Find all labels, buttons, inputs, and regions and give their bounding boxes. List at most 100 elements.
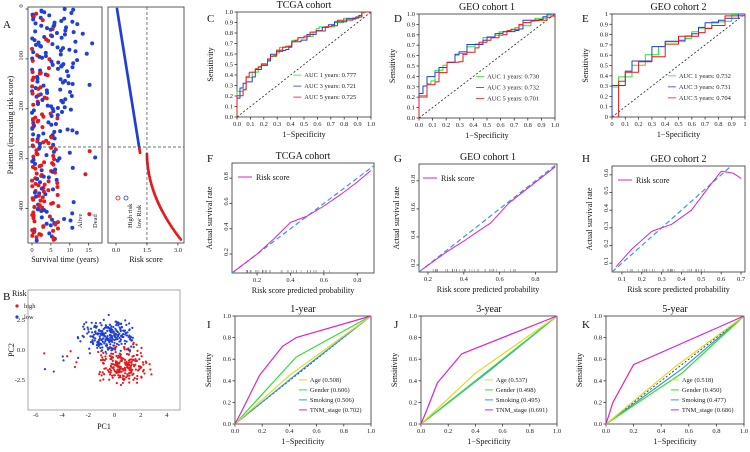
pca-low-point: [98, 337, 101, 340]
alive-patient-dot: [60, 80, 65, 85]
x-tick-label: 3.0: [174, 247, 182, 254]
alive-patient-dot: [33, 161, 38, 166]
dead-patient-dot: [30, 91, 35, 96]
alive-patient-dot: [70, 19, 75, 24]
x-tick-label: 1.0: [367, 428, 375, 435]
x-tick-label: 0: [610, 121, 613, 128]
roc-curve-gender: [605, 315, 745, 425]
x-axis-label: PC1: [97, 422, 111, 431]
legend-label: AUC 1 years: 0.777: [304, 72, 357, 79]
dead-patient-dot: [40, 125, 45, 130]
pca-low-point: [83, 322, 86, 326]
dead-patient-dot: [46, 141, 51, 146]
y-axis-label: Sensitivity: [575, 353, 584, 387]
dead-patient-dot: [36, 86, 41, 91]
pca-high-point: [107, 370, 110, 373]
dead-patient-dot: [40, 18, 45, 23]
plot-frame-B: [27, 289, 181, 411]
pca-high-point: [98, 373, 101, 376]
pca-high-point: [118, 356, 121, 359]
alive-patient-dot: [90, 41, 95, 46]
alive-patient-dot: [31, 50, 36, 55]
pca-outlier-point: [75, 361, 78, 364]
y-tick-label: 1.0: [594, 313, 602, 320]
pca-low-point: [113, 341, 116, 344]
y-tick-label: 0.1: [600, 104, 608, 111]
x-tick-label: 0.7: [327, 121, 336, 128]
plot-frame-A2: [107, 6, 185, 244]
x-tick-label: 0.6: [499, 428, 508, 435]
alive-patient-dot: [47, 13, 52, 18]
alive-patient-dot: [33, 29, 38, 34]
dead-patient-dot: [46, 179, 51, 184]
alive-patient-dot: [30, 126, 35, 131]
alive-patient-dot: [30, 110, 35, 115]
pca-high-point: [109, 369, 113, 372]
x-tick-label: 0.1: [246, 121, 254, 128]
pca-high-point: [134, 363, 137, 366]
pca-high-point: [109, 364, 113, 368]
dead-patient-dot: [55, 181, 60, 186]
alive-patient-dot: [31, 17, 36, 22]
dead-patient-dot: [37, 164, 42, 169]
y-tick-label: 0.8: [594, 335, 602, 342]
x-tick-label: 0.6: [313, 428, 322, 435]
pca-high-point: [129, 361, 132, 364]
pca-low-point: [109, 330, 112, 333]
pca-high-point: [129, 366, 132, 369]
pca-low-point: [115, 333, 118, 336]
x-tick-label: 0.6: [313, 121, 322, 128]
x-tick-label: 1.5: [143, 247, 151, 254]
pca-high-point: [132, 343, 135, 346]
pca-high-point: [138, 358, 141, 361]
plot-frame-H: [611, 165, 746, 273]
x-tick-label: 0.9: [728, 121, 736, 128]
alive-patient-dot: [93, 155, 98, 160]
pca-low-point: [120, 342, 123, 345]
alive-patient-dot: [43, 50, 48, 55]
x-tick-label: 0.1: [618, 276, 626, 283]
pca-low-point: [119, 327, 122, 330]
x-tick-label: 0.0: [602, 428, 610, 435]
x-tick-label: 10: [67, 247, 74, 254]
y-tick-label: 0: [605, 114, 608, 121]
pca-low-point: [123, 330, 126, 333]
pca-low-point: [115, 323, 118, 327]
x-axis-label: Risk score: [129, 255, 163, 264]
dead-patient-dot: [32, 204, 37, 209]
y-tick-label: 1.0: [409, 313, 417, 320]
pca-low-point: [119, 338, 123, 341]
panel-letter: E: [582, 13, 589, 25]
pca-high-point: [135, 377, 139, 380]
x-tick-label: 0.7: [510, 122, 519, 129]
x-tick-label: 0.8: [714, 121, 722, 128]
dead-patient-dot: [46, 38, 51, 43]
pca-low-point: [85, 321, 88, 324]
pca-low-point: [128, 328, 131, 331]
alive-patient-dot: [75, 58, 80, 63]
x-tick-label: 0.4: [286, 277, 295, 284]
y-tick-label: 0.6: [223, 197, 230, 206]
dead-patient-dot: [49, 145, 54, 150]
pca-high-point: [130, 358, 133, 361]
panel-letter: K: [582, 319, 590, 331]
x-tick-label: 0.8: [526, 428, 534, 435]
alive-patient-dot: [36, 40, 41, 45]
panel-letter: J: [394, 319, 399, 331]
alive-patient-dot: [58, 48, 63, 53]
pca-high-point: [115, 354, 118, 358]
dead-patient-dot: [49, 201, 54, 206]
panel-title: 3-year: [476, 304, 502, 315]
pca-high-point: [123, 345, 126, 349]
alive-patient-dot: [62, 216, 67, 221]
pca-high-point: [110, 352, 113, 355]
legend-high: high: [24, 303, 36, 310]
alive-patient-dot: [75, 22, 80, 27]
y-axis-label: Actual survival rate: [392, 186, 401, 250]
pca-low-point: [106, 346, 109, 349]
y-tick-label: 0.6: [223, 356, 232, 363]
alive-patient-dot: [62, 7, 67, 11]
y-tick-label: 0.8: [225, 30, 233, 37]
alive-patient-dot: [41, 83, 46, 88]
